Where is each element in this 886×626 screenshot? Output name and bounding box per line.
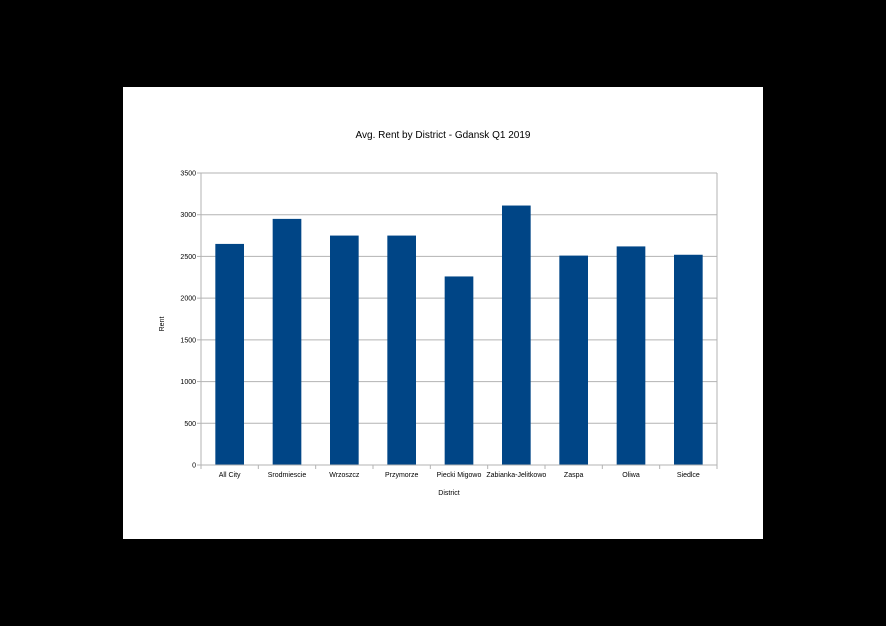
bar xyxy=(616,246,646,465)
bar xyxy=(330,235,359,465)
x-tick-label: Przymorze xyxy=(385,472,419,479)
bar xyxy=(674,254,703,465)
y-axis-title: Rent xyxy=(159,317,166,332)
x-tick-label: Wrzoszcz xyxy=(329,472,360,479)
axes xyxy=(197,172,718,469)
bar xyxy=(387,235,416,465)
x-axis-title: District xyxy=(438,490,459,497)
y-tick-label: 1500 xyxy=(180,337,196,344)
chart-card: Avg. Rent by District - Gdansk Q1 2019 0… xyxy=(123,87,763,539)
bar xyxy=(559,255,588,465)
bar xyxy=(215,243,244,465)
x-tick-label: Srodmiescie xyxy=(268,472,307,479)
y-tick-label: 3500 xyxy=(180,171,196,178)
y-tick-label: 1000 xyxy=(180,379,196,386)
x-tick-label: Oliwa xyxy=(622,472,640,479)
y-tick-labels: 0 500 1000 1500 2000 2500 3000 3500 xyxy=(180,171,196,470)
x-tick-label: Siedlce xyxy=(677,472,700,479)
bar xyxy=(502,205,531,465)
bar xyxy=(444,276,474,465)
y-tick-label: 500 xyxy=(184,421,196,428)
bar-chart: Avg. Rent by District - Gdansk Q1 2019 0… xyxy=(159,130,718,497)
y-tick-label: 2500 xyxy=(180,254,196,261)
x-tick-label: Zaspa xyxy=(564,472,584,479)
x-tick-labels: All City Srodmiescie Wrzoszcz Przymorze Piec… xyxy=(219,472,700,479)
y-tick-label: 3000 xyxy=(180,212,196,219)
chart-title: Avg. Rent by District - Gdansk Q1 2019 xyxy=(356,130,531,141)
bars xyxy=(215,205,703,465)
y-tick-label: 0 xyxy=(192,463,196,470)
x-tick-label: Piecki Migowo xyxy=(437,472,482,479)
x-tick-label: Zabianka-Jelitkowo xyxy=(486,472,546,479)
y-tick-label: 2000 xyxy=(180,296,196,303)
bar xyxy=(272,218,302,465)
x-tick-label: All City xyxy=(219,472,241,479)
